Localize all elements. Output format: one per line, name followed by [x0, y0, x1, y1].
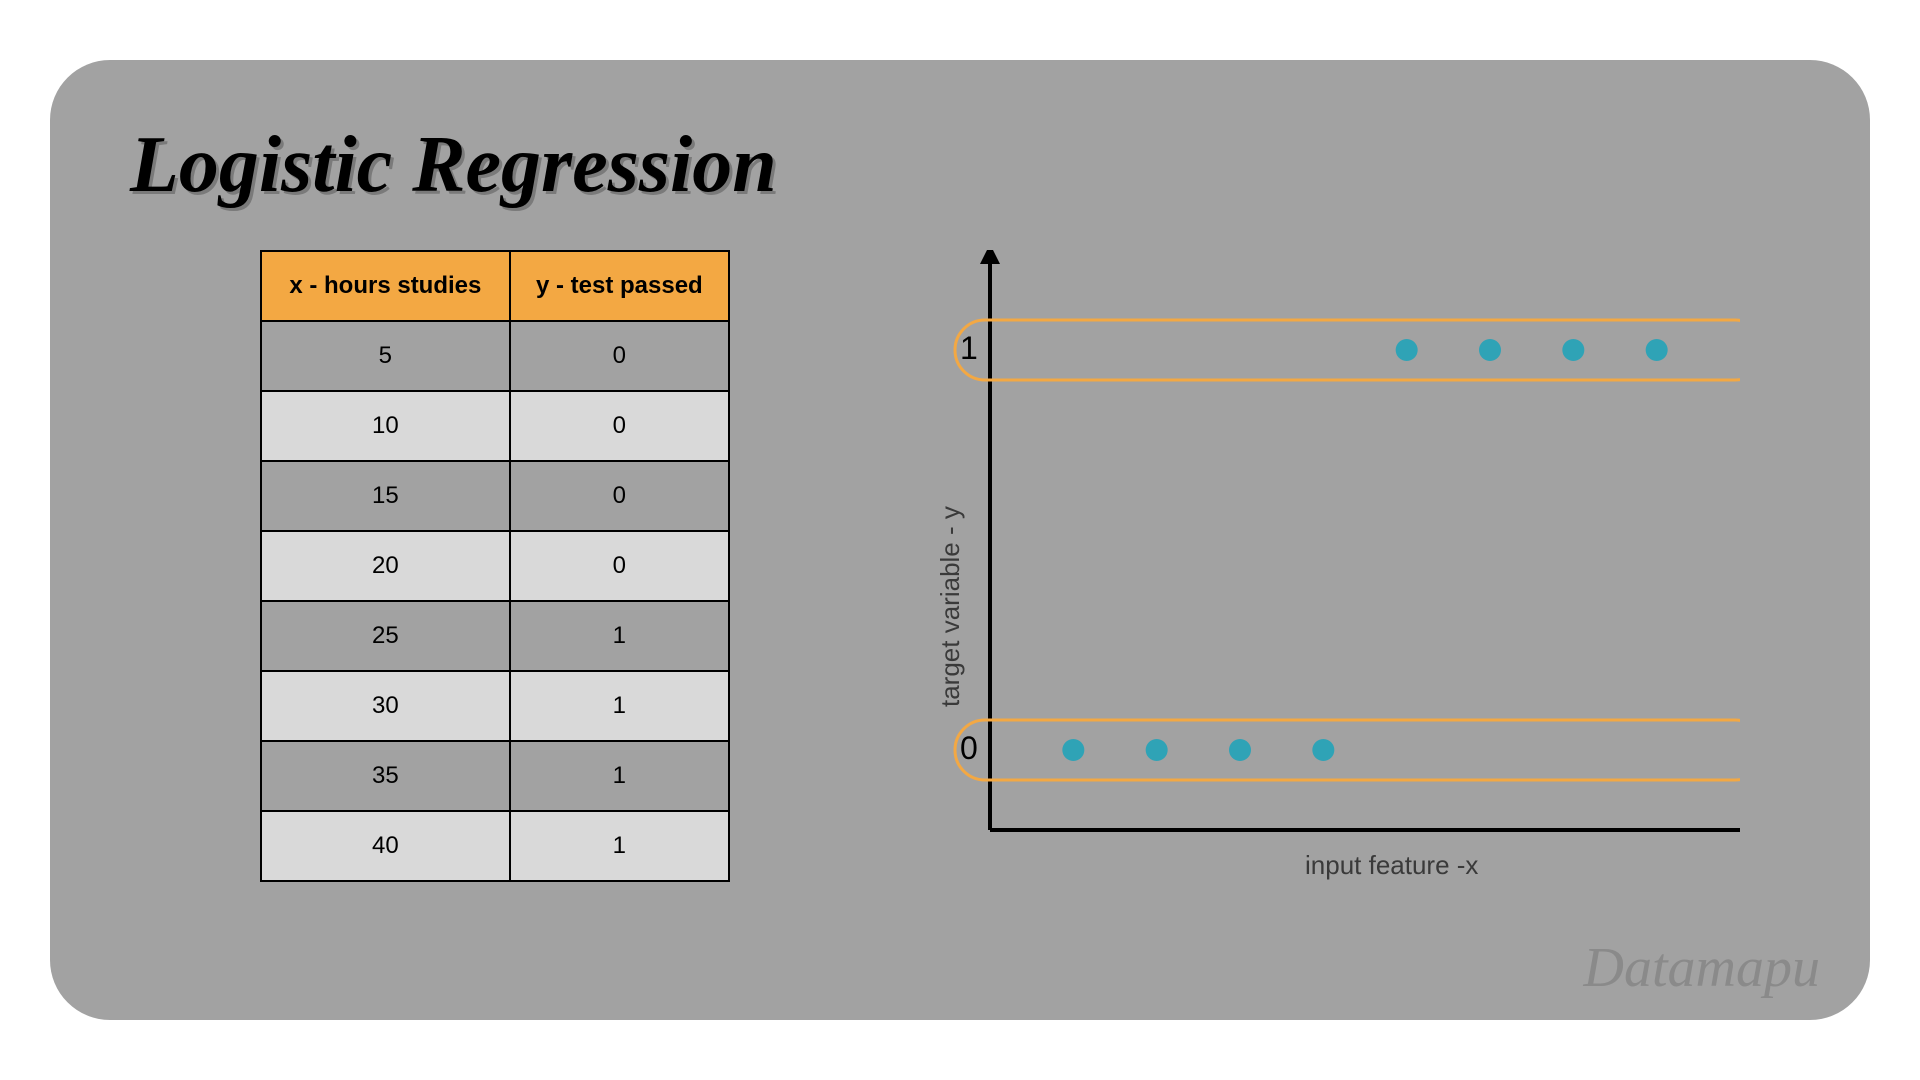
table-cell: 1	[510, 811, 729, 881]
table-cell: 30	[261, 671, 510, 741]
x-axis-label: input feature -x	[1305, 850, 1478, 881]
data-point	[1229, 739, 1251, 761]
table-row: 301	[261, 671, 729, 741]
table-cell: 1	[510, 671, 729, 741]
table-cell: 1	[510, 741, 729, 811]
table-row: 200	[261, 531, 729, 601]
table-cell: 25	[261, 601, 510, 671]
data-point	[1312, 739, 1334, 761]
y-axis-label: target variable - y	[935, 506, 966, 707]
table-cell: 1	[510, 601, 729, 671]
table-cell: 0	[510, 461, 729, 531]
data-point	[1562, 339, 1584, 361]
data-point	[1146, 739, 1168, 761]
table-cell: 0	[510, 321, 729, 391]
table-cell: 20	[261, 531, 510, 601]
chart-svg	[870, 250, 1740, 910]
scatter-chart: target variable - y input feature -x 0 1	[870, 250, 1740, 910]
table-cell: 35	[261, 741, 510, 811]
table-row: 150	[261, 461, 729, 531]
ytick-0: 0	[960, 730, 978, 767]
table-row: 100	[261, 391, 729, 461]
table-cell: 5	[261, 321, 510, 391]
data-point	[1062, 739, 1084, 761]
table-row: 351	[261, 741, 729, 811]
cluster-ring	[955, 320, 1740, 380]
infographic-canvas: Logistic Regression x - hours studiesy -…	[50, 60, 1870, 1020]
table-header: y - test passed	[510, 251, 729, 321]
page-title: Logistic Regression	[130, 120, 777, 211]
data-point	[1646, 339, 1668, 361]
table-row: 251	[261, 601, 729, 671]
data-table: x - hours studiesy - test passed 5010015…	[260, 250, 730, 882]
table-cell: 0	[510, 531, 729, 601]
data-point	[1479, 339, 1501, 361]
data-point	[1396, 339, 1418, 361]
table-row: 50	[261, 321, 729, 391]
table-cell: 40	[261, 811, 510, 881]
table-row: 401	[261, 811, 729, 881]
table-cell: 15	[261, 461, 510, 531]
ytick-1: 1	[960, 330, 978, 367]
table-header: x - hours studies	[261, 251, 510, 321]
table-cell: 0	[510, 391, 729, 461]
watermark: Datamapu	[1584, 936, 1820, 1000]
table-cell: 10	[261, 391, 510, 461]
